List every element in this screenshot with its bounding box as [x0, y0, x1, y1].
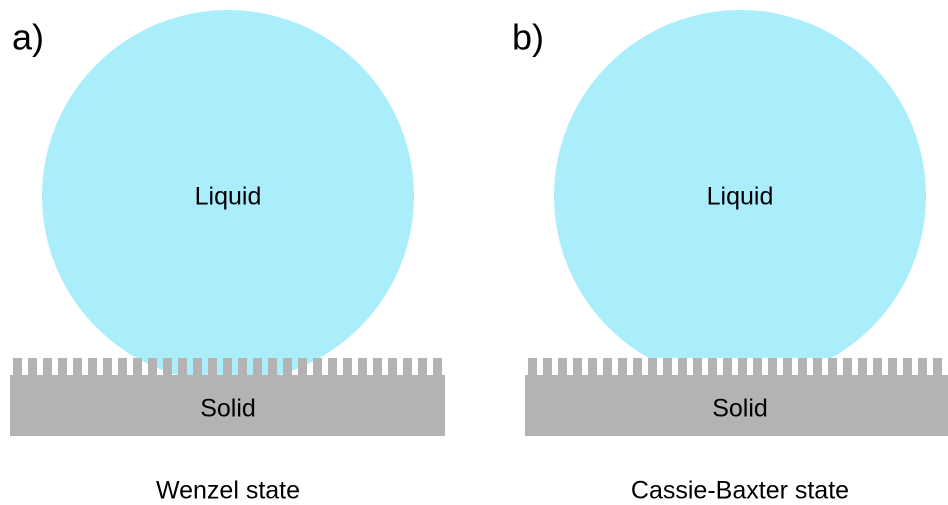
pillar [783, 358, 792, 376]
state-caption: Cassie-Baxter state [631, 477, 849, 505]
pillar [648, 358, 657, 376]
pillar [903, 358, 912, 376]
panel-label: a) [12, 17, 44, 58]
pillar [843, 358, 852, 376]
pillar [103, 358, 112, 376]
pillar [798, 358, 807, 376]
pillar [388, 358, 397, 376]
pillar [148, 358, 157, 376]
pillar [888, 358, 897, 376]
pillar [873, 358, 882, 376]
pillar [313, 358, 322, 376]
pillar [418, 358, 427, 376]
pillar [253, 358, 262, 376]
pillar [238, 358, 247, 376]
pillar [178, 358, 187, 376]
panel-label: b) [512, 17, 544, 58]
pillar [858, 358, 867, 376]
pillar [328, 358, 337, 376]
liquid-label: Liquid [195, 183, 262, 211]
pillar [543, 358, 552, 376]
pillar [358, 358, 367, 376]
pillar [208, 358, 217, 376]
pillar [88, 358, 97, 376]
pillar [58, 358, 67, 376]
pillar [573, 358, 582, 376]
pillar [738, 358, 747, 376]
solid-label: Solid [712, 395, 768, 423]
pillar [133, 358, 142, 376]
pillar [403, 358, 412, 376]
pillar [603, 358, 612, 376]
pillar [933, 358, 942, 376]
pillar [723, 358, 732, 376]
pillar [558, 358, 567, 376]
liquid-label: Liquid [707, 183, 774, 211]
pillar [828, 358, 837, 376]
pillar [918, 358, 927, 376]
pillar [528, 358, 537, 376]
state-caption: Wenzel state [156, 477, 300, 505]
pillar [193, 358, 202, 376]
pillar [343, 358, 352, 376]
pillar [693, 358, 702, 376]
pillar [433, 358, 442, 376]
diagram: a) Liquid Solid Wenzel state b) Liquid Solid Ca… [0, 0, 948, 505]
pillar [13, 358, 22, 376]
pillar [43, 358, 52, 376]
pillar [163, 358, 172, 376]
pillar [588, 358, 597, 376]
pillar [618, 358, 627, 376]
pillar [298, 358, 307, 376]
pillar [28, 358, 37, 376]
pillar [633, 358, 642, 376]
pillar [768, 358, 777, 376]
pillar [663, 358, 672, 376]
pillar [753, 358, 762, 376]
pillar [373, 358, 382, 376]
pillar [678, 358, 687, 376]
pillar [118, 358, 127, 376]
pillar [73, 358, 82, 376]
solid-label: Solid [200, 395, 256, 423]
pillar [268, 358, 277, 376]
panels: a) Liquid Solid Wenzel state b) Liquid Solid Ca… [10, 10, 948, 505]
pillar [223, 358, 232, 376]
pillar [708, 358, 717, 376]
pillar [283, 358, 292, 376]
pillar [813, 358, 822, 376]
